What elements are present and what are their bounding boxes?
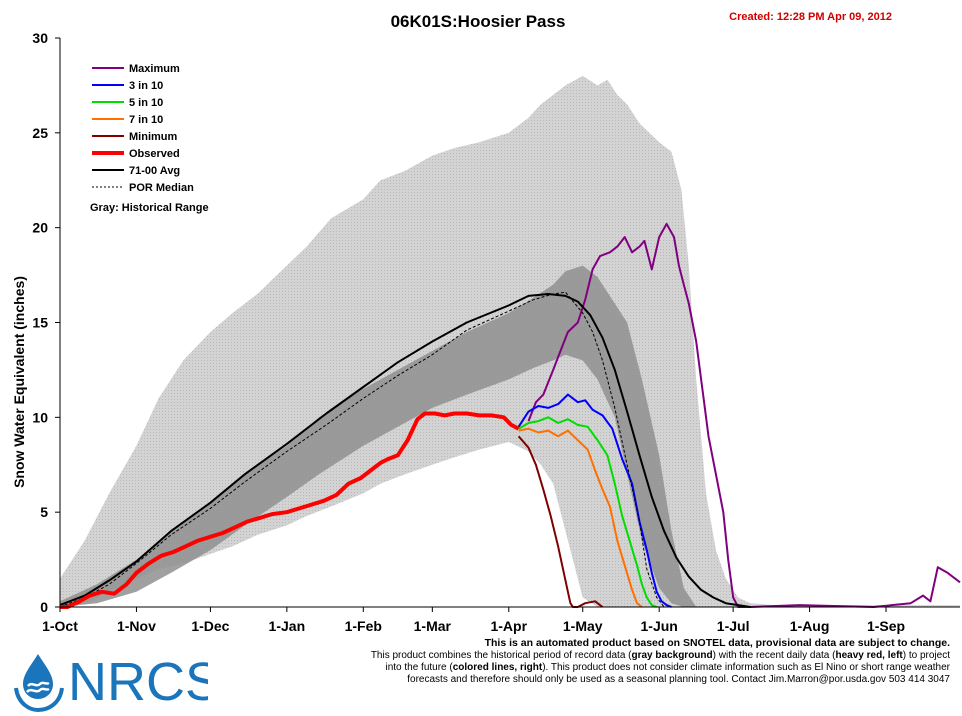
x-tick-label: 1-Dec	[191, 618, 229, 634]
legend-label: 7 in 10	[129, 114, 163, 126]
legend-label: Maximum	[129, 63, 180, 75]
x-tick-label: 1-Sep	[867, 618, 905, 634]
legend-label: POR Median	[129, 182, 194, 194]
series-3-in-10	[517, 393, 672, 608]
legend-label: 5 in 10	[129, 97, 163, 109]
y-tick-label: 0	[40, 599, 48, 615]
x-tick-label: 1-Jan	[269, 618, 306, 634]
y-tick-label: 30	[32, 30, 48, 46]
x-tick-label: 1-Jun	[641, 618, 678, 634]
y-tick-label: 25	[32, 125, 48, 141]
series-minimum	[517, 435, 604, 608]
series-71-00-avg	[59, 293, 751, 608]
y-tick-label: 10	[32, 409, 48, 425]
disclaimer-body: This product combines the historical per…	[370, 650, 950, 685]
axes: 0 5 10 15 20 25 30 1-Oct 1-Nov 1-Dec 1-Jan 1-Feb 1-M…	[32, 30, 960, 634]
series-por-median	[59, 291, 665, 608]
logo-text: NRCS	[68, 652, 208, 712]
created-timestamp: Created: 12:28 PM Apr 09, 2012	[729, 11, 892, 23]
y-tick-label: 5	[40, 504, 48, 520]
series-7-in-10	[518, 427, 643, 608]
x-tick-label: 1-Feb	[345, 618, 382, 634]
nrcs-logo: NRCS	[14, 652, 208, 712]
middle-range-band	[60, 265, 697, 607]
legend-label: 3 in 10	[129, 80, 163, 92]
legend-label: 71-00 Avg	[129, 165, 180, 177]
water-drop-icon	[23, 654, 53, 699]
x-tick-label: 1-Jul	[717, 618, 750, 634]
y-tick-label: 20	[32, 220, 48, 236]
series-observed	[60, 411, 520, 609]
x-tick-label: 1-Aug	[790, 618, 830, 634]
legend-label: Observed	[129, 148, 180, 160]
chart-title: 06K01S:Hoosier Pass	[391, 12, 566, 31]
x-tick-label: 1-Apr	[490, 618, 527, 634]
x-tick-label: 1-Oct	[42, 618, 78, 634]
plot-area	[59, 38, 961, 609]
y-axis-label: Snow Water Equivalent (inches)	[11, 276, 27, 488]
legend-note: Gray: Historical Range	[90, 202, 209, 214]
swoosh-icon	[14, 687, 64, 712]
legend-label: Minimum	[129, 131, 177, 143]
legend: Maximum 3 in 10 5 in 10 7 in 10 Minimum Obser…	[90, 63, 209, 214]
disclaimer-headline: This is an automated product based on SN…	[484, 637, 950, 649]
y-tick-label: 15	[32, 315, 48, 331]
x-tick-label: 1-Nov	[117, 618, 156, 634]
series-5-in-10	[518, 416, 658, 608]
x-tick-label: 1-May	[563, 618, 603, 634]
x-tick-label: 1-Mar	[414, 618, 452, 634]
